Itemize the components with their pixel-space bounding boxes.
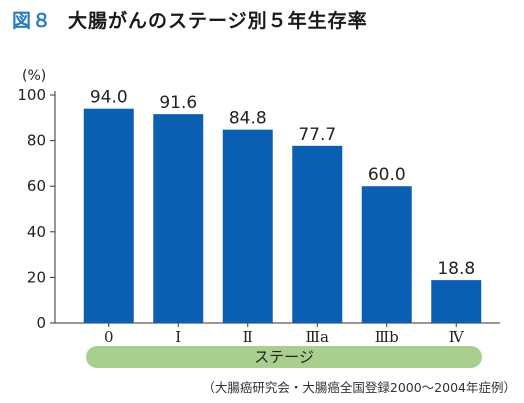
chart-axes: 0 20 40 60 80 100: [17, 86, 500, 332]
y-tick-label: 100: [17, 86, 46, 104]
x-tick-label: 0: [104, 328, 114, 346]
x-tick-label: Ⅰ: [175, 328, 181, 346]
bar-value-label: 91.6: [159, 93, 197, 113]
bar-value-label: 77.7: [298, 125, 336, 145]
bar-value-label: 84.8: [229, 109, 267, 129]
x-axis-title: ステージ: [86, 346, 482, 368]
y-axis-unit-label: (%): [22, 68, 47, 84]
bar: [83, 108, 134, 324]
bar: [361, 186, 412, 323]
x-tick-label: Ⅲa: [306, 328, 329, 346]
chart-bars: [83, 108, 482, 324]
bar-value-label: 94.0: [90, 88, 128, 108]
y-tick-label: 80: [27, 132, 46, 150]
source-note: （大腸癌研究会・大腸癌全国登録2000〜2004年症例）: [202, 380, 516, 395]
x-tick-label: Ⅱ: [243, 328, 253, 346]
y-tick-label: 40: [27, 223, 46, 241]
x-tick-label: Ⅲb: [375, 328, 399, 346]
y-tick-label: 0: [36, 314, 46, 332]
figure-number: 図８: [12, 10, 53, 32]
y-tick-label: 60: [27, 177, 46, 195]
chart-x-tick-labels: 0 Ⅰ Ⅱ Ⅲa Ⅲb Ⅳ: [104, 328, 465, 346]
bar: [153, 114, 204, 323]
chart-value-labels: 94.0 91.6 84.8 77.7 60.0 18.8: [90, 88, 475, 279]
bar: [431, 280, 482, 323]
bar: [292, 145, 343, 323]
figure-title: 図８ 大腸がんのステージ別５年生存率: [12, 6, 368, 33]
bar-value-label: 60.0: [368, 165, 406, 185]
bar-value-label: 18.8: [437, 259, 475, 279]
x-tick-label: Ⅳ: [449, 328, 465, 346]
bar: [222, 129, 273, 323]
y-tick-label: 20: [27, 268, 46, 286]
figure-title-text: 大腸がんのステージ別５年生存率: [68, 10, 368, 32]
